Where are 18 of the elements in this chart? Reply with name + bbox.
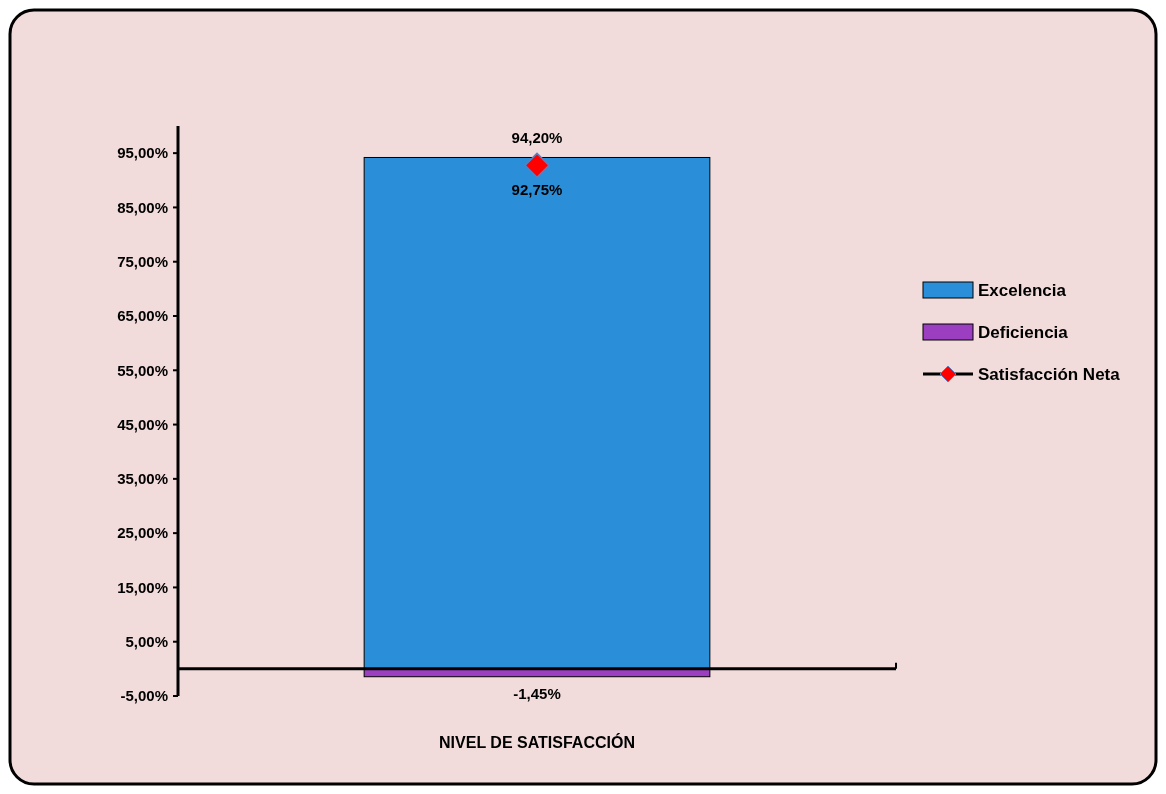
legend-label: Satisfacción Neta bbox=[978, 364, 1121, 384]
data-label: -1,45% bbox=[513, 684, 561, 702]
legend-label: Deficiencia bbox=[978, 322, 1069, 342]
data-label: 92,75% bbox=[511, 181, 563, 199]
y-tick-label: 75,00% bbox=[117, 252, 168, 270]
y-tick-label: 45,00% bbox=[117, 415, 168, 433]
legend-label: Excelencia bbox=[978, 280, 1067, 300]
x-tick-label: NIVEL DE SATISFACCIÓN bbox=[439, 733, 635, 751]
y-tick-label: -5,00% bbox=[120, 687, 168, 705]
y-tick-label: 15,00% bbox=[117, 578, 168, 596]
data-label: 94,20% bbox=[511, 129, 563, 147]
y-tick-label: 35,00% bbox=[117, 470, 168, 488]
y-tick-label: 25,00% bbox=[117, 524, 168, 542]
y-tick-label: 85,00% bbox=[117, 198, 168, 216]
y-tick-label: 55,00% bbox=[117, 361, 168, 379]
y-tick-label: 65,00% bbox=[117, 307, 168, 325]
y-tick-label: 5,00% bbox=[125, 632, 168, 650]
y-tick-label: 95,00% bbox=[117, 144, 168, 162]
